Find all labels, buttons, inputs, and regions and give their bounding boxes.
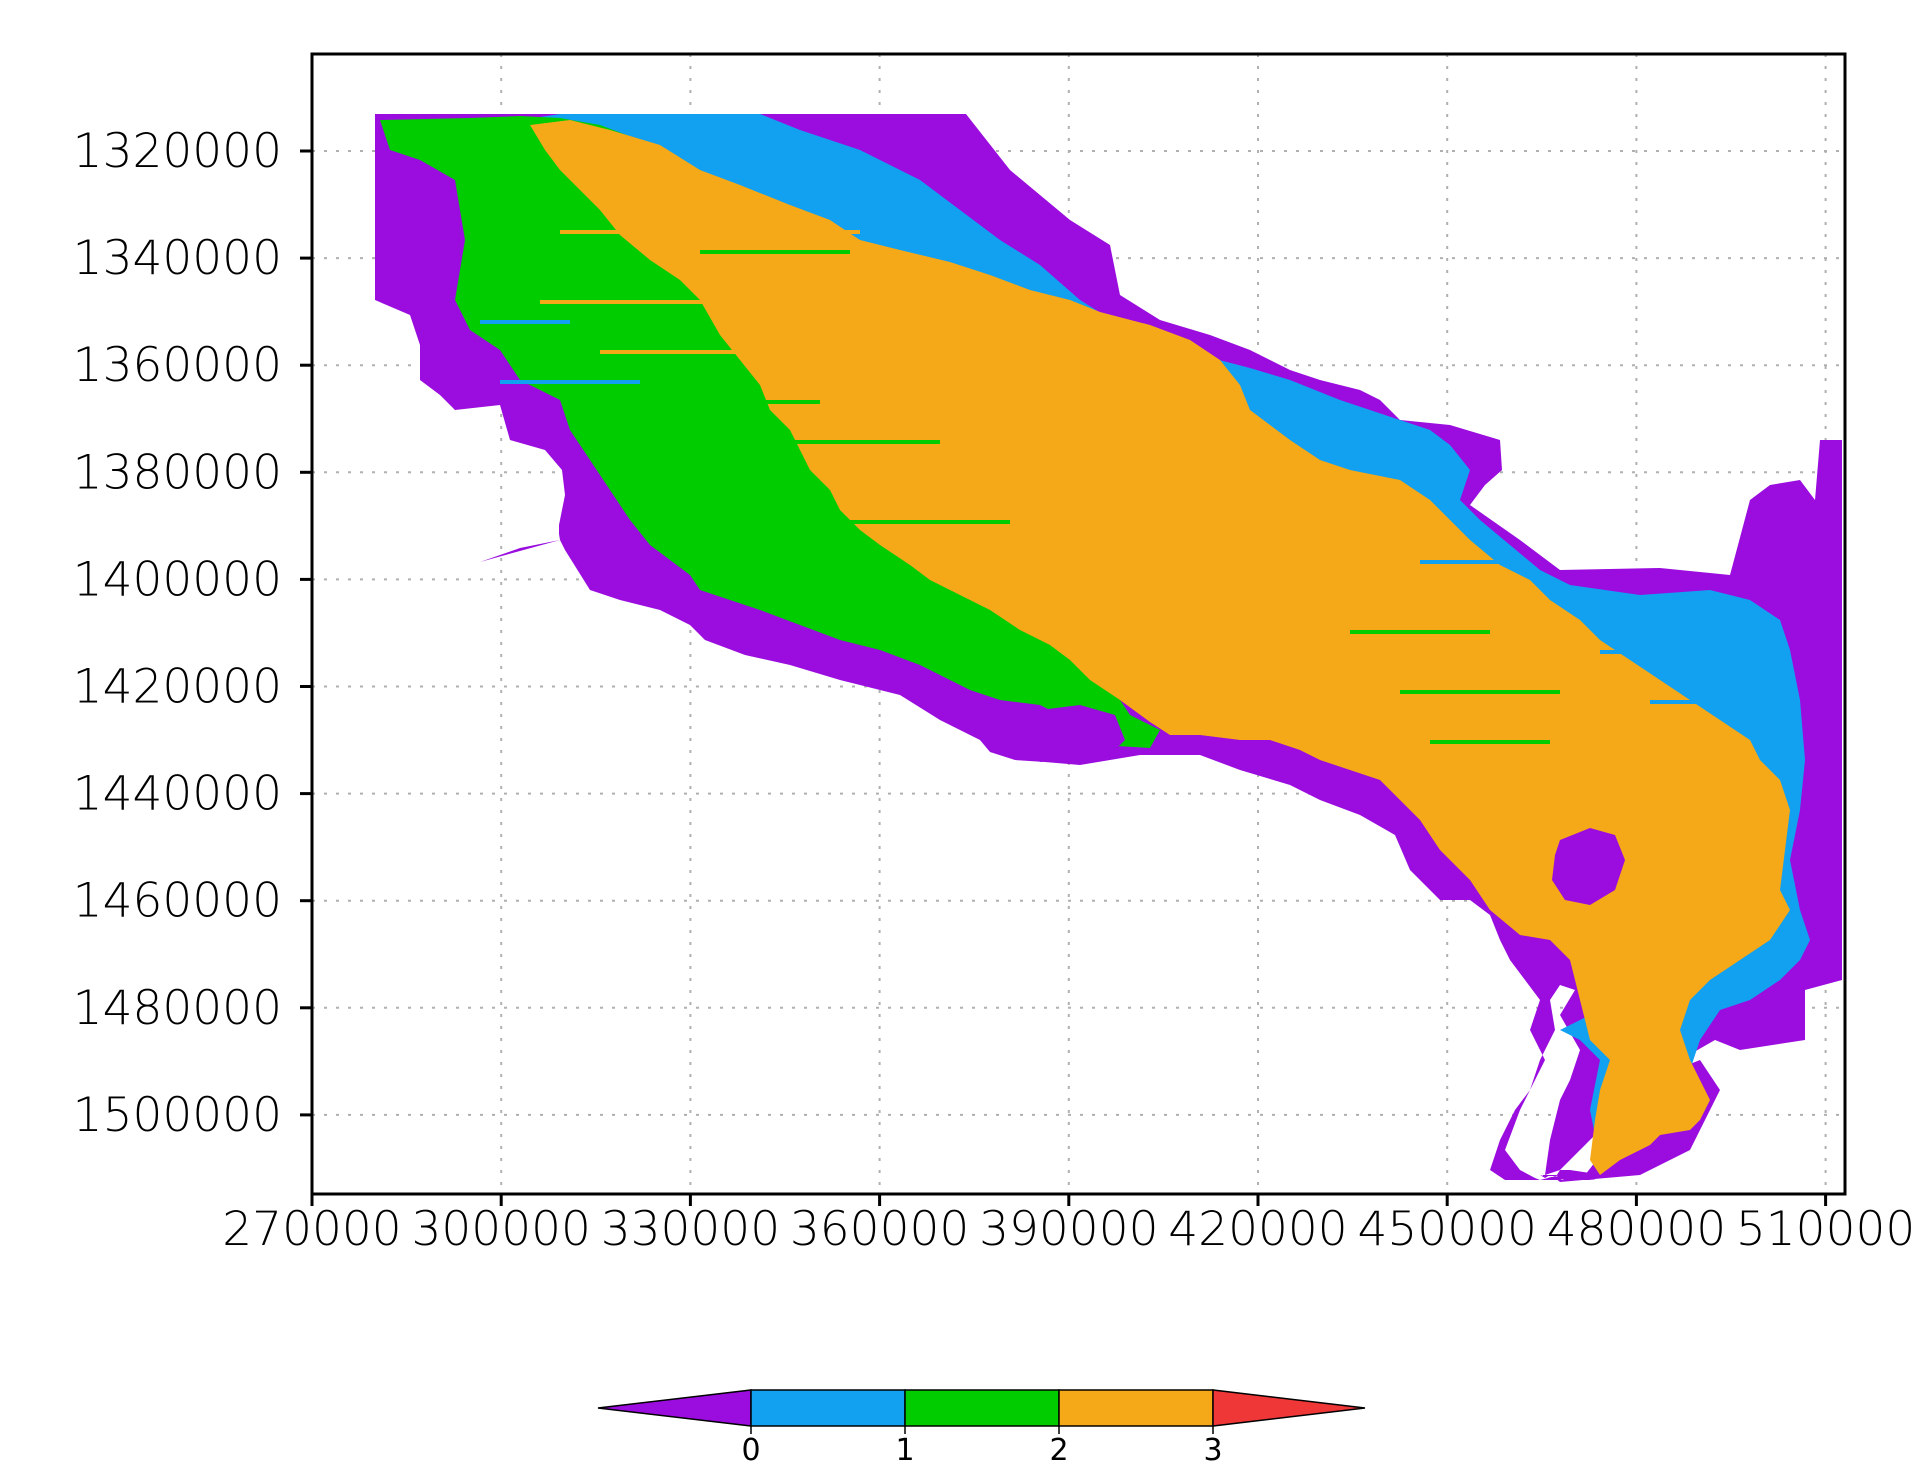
texture-streak	[500, 380, 640, 384]
texture-streak	[760, 440, 940, 444]
texture-streak	[600, 350, 820, 354]
x-tick-label: 420000	[1168, 1202, 1347, 1257]
texture-streak	[820, 520, 1010, 524]
colorbar-extend-over	[1212, 1389, 1366, 1427]
texture-streak	[1600, 650, 1720, 654]
colorbar-extend-under	[597, 1389, 752, 1427]
y-tick-label: 1460000	[73, 874, 282, 929]
texture-streak	[540, 300, 800, 304]
colorbar-label: 1	[895, 1433, 914, 1468]
colorbar-label: 0	[741, 1433, 760, 1468]
y-tick-label: 1320000	[73, 124, 282, 179]
y-tick-label: 1380000	[73, 445, 282, 500]
map-region-layers	[375, 114, 1842, 1182]
x-tick-label: 300000	[411, 1202, 590, 1257]
x-tick-label: 360000	[790, 1202, 969, 1257]
x-tick-label: 480000	[1547, 1202, 1726, 1257]
colorbar-segment	[904, 1389, 1060, 1427]
y-tick-label: 1340000	[73, 231, 282, 286]
texture-streak	[1430, 740, 1550, 744]
x-tick-label: 510000	[1736, 1202, 1915, 1257]
colorbar-label: 3	[1203, 1433, 1222, 1468]
texture-streak	[560, 230, 860, 234]
class-0-lake	[1552, 828, 1625, 905]
x-tick-label: 270000	[222, 1202, 401, 1257]
y-tick-label: 1500000	[73, 1088, 282, 1143]
colorbar-segment	[1058, 1389, 1214, 1427]
y-tick-label: 1420000	[73, 660, 282, 715]
plot-frame	[310, 52, 1847, 1196]
texture-streak	[1420, 560, 1500, 564]
colorbar-segment	[750, 1389, 906, 1427]
y-tick-label: 1360000	[73, 338, 282, 393]
texture-streak	[620, 400, 820, 404]
colorbar: 0 1 2 3	[597, 1389, 1366, 1468]
colorbar-label: 2	[1049, 1433, 1068, 1468]
y-axis: 1320000 1340000 1360000 1380000 1400000 14200…	[73, 124, 312, 1143]
x-tick-label: 390000	[979, 1202, 1158, 1257]
class-0-nub	[1025, 705, 1125, 762]
class-3-region	[530, 120, 1790, 1175]
texture-streak	[1400, 690, 1560, 694]
x-tick-label: 450000	[1357, 1202, 1536, 1257]
texture-streak	[480, 320, 570, 324]
y-tick-label: 1440000	[73, 767, 282, 822]
y-tick-label: 1480000	[73, 981, 282, 1036]
texture-streak	[1350, 630, 1490, 634]
y-tick-label: 1400000	[73, 552, 282, 607]
texture-streak	[1650, 700, 1750, 704]
x-tick-label: 330000	[601, 1202, 780, 1257]
texture-streaks	[480, 230, 1750, 744]
x-axis: 270000 300000 330000 360000 390000 420000 4500…	[222, 1194, 1915, 1257]
texture-streak	[700, 250, 850, 254]
